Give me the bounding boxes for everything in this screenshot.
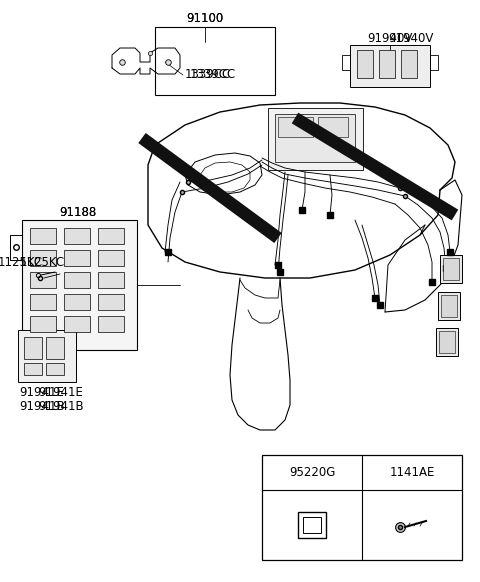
Text: 91940V: 91940V (388, 31, 433, 44)
Bar (98, 294, 124, 310)
Bar (64, 294, 90, 310)
Bar (438, 292, 460, 320)
Text: 1125KC: 1125KC (0, 257, 43, 269)
Bar (24, 363, 42, 375)
Bar (22, 220, 137, 350)
Bar (18, 330, 76, 382)
Bar (98, 316, 124, 332)
Bar (30, 316, 56, 332)
Text: 1141AE: 1141AE (389, 466, 435, 479)
Bar (64, 272, 90, 288)
Bar (275, 114, 355, 162)
Bar (98, 272, 124, 288)
Bar (441, 295, 457, 317)
Bar (30, 294, 56, 310)
Bar (98, 250, 124, 266)
Bar (30, 272, 56, 288)
Bar (303, 517, 321, 533)
Bar (357, 50, 373, 78)
Text: 91941B: 91941B (38, 399, 84, 413)
Bar (64, 250, 90, 266)
Bar (64, 316, 90, 332)
Text: 1339CC: 1339CC (190, 69, 236, 81)
Bar (379, 50, 395, 78)
Bar (64, 228, 90, 244)
Bar (262, 455, 462, 560)
Text: 91100: 91100 (186, 12, 224, 24)
Text: 1339CC: 1339CC (185, 69, 231, 81)
Bar (439, 331, 455, 353)
Text: 91940V: 91940V (367, 31, 413, 44)
Bar (46, 363, 64, 375)
Bar (350, 45, 430, 87)
Text: 91100: 91100 (186, 12, 224, 24)
Bar (318, 117, 348, 137)
Text: 91941E: 91941E (38, 385, 83, 399)
Bar (24, 337, 42, 359)
Text: 91941E: 91941E (20, 385, 64, 399)
Text: 91188: 91188 (60, 205, 96, 218)
Bar (278, 117, 313, 137)
Bar (30, 228, 56, 244)
Bar (401, 50, 417, 78)
Bar (30, 250, 56, 266)
Bar (155, 27, 275, 95)
Text: 95220G: 95220G (289, 466, 335, 479)
Bar (298, 512, 326, 538)
Bar (436, 328, 458, 356)
Bar (440, 255, 462, 283)
Text: 1125KC: 1125KC (20, 255, 65, 268)
Text: 91941B: 91941B (19, 399, 65, 413)
Bar (268, 108, 363, 170)
Bar (443, 258, 459, 280)
Bar (98, 228, 124, 244)
Text: 91188: 91188 (60, 205, 96, 218)
Bar (46, 337, 64, 359)
